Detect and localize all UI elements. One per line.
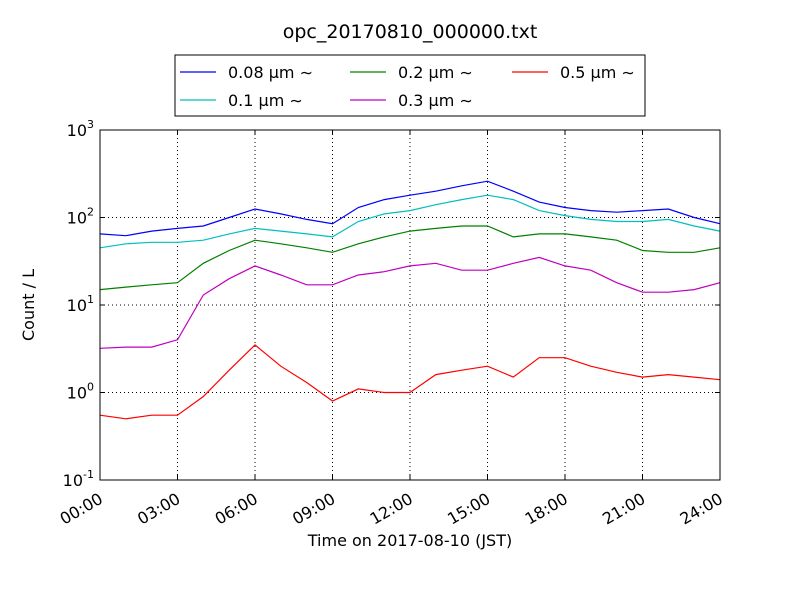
y-tick-exponent: 3 bbox=[87, 118, 94, 131]
y-tick-base: 10 bbox=[67, 296, 87, 315]
y-tick-base: 10 bbox=[67, 121, 87, 140]
legend-label: 0.5 μm ∼ bbox=[560, 63, 635, 82]
y-tick-exponent: -1 bbox=[83, 468, 94, 481]
legend-label: 0.1 μm ∼ bbox=[228, 91, 303, 110]
data-line bbox=[99, 180, 721, 237]
y-tick-base: 10 bbox=[63, 471, 83, 490]
data-line bbox=[99, 256, 721, 349]
legend-box bbox=[174, 54, 646, 117]
legend-label: 0.2 μm ∼ bbox=[398, 63, 473, 82]
data-line bbox=[99, 344, 721, 420]
data-line bbox=[99, 194, 721, 249]
y-tick-exponent: 1 bbox=[87, 293, 94, 306]
legend-label: 0.08 μm ∼ bbox=[228, 63, 313, 82]
y-tick-label: 102 bbox=[67, 206, 94, 228]
x-axis-label: Time on 2017-08-10 (JST) bbox=[307, 531, 512, 550]
y-tick-base: 10 bbox=[67, 209, 87, 228]
legend-label: 0.3 μm ∼ bbox=[398, 91, 473, 110]
chart-title: opc_20170810_000000.txt bbox=[283, 21, 538, 43]
y-tick-label: 101 bbox=[67, 293, 94, 315]
y-tick-label: 103 bbox=[67, 118, 94, 140]
y-tick-label: 100 bbox=[67, 381, 94, 403]
plot-frame bbox=[99, 129, 721, 481]
y-tick-base: 10 bbox=[67, 384, 87, 403]
data-line bbox=[99, 225, 721, 291]
y-axis-label: Count / L bbox=[19, 269, 38, 341]
y-tick-exponent: 2 bbox=[87, 206, 94, 219]
y-tick-label: 10-1 bbox=[63, 468, 94, 490]
y-tick-exponent: 0 bbox=[87, 381, 94, 394]
